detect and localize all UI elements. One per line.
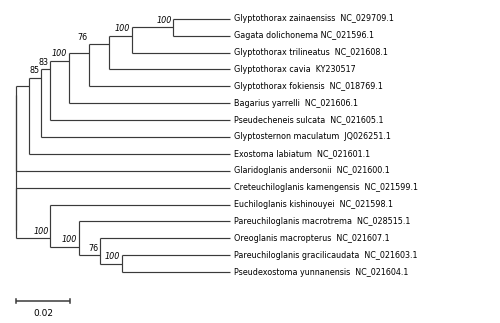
Text: 100: 100	[156, 16, 172, 25]
Text: Exostoma labiatum  NC_021601.1: Exostoma labiatum NC_021601.1	[234, 149, 370, 158]
Text: Pseudecheneis sulcata  NC_021605.1: Pseudecheneis sulcata NC_021605.1	[234, 116, 384, 125]
Text: 76: 76	[77, 33, 87, 42]
Text: 100: 100	[62, 235, 77, 244]
Text: 100: 100	[105, 252, 120, 261]
Text: Gagata dolichonema NC_021596.1: Gagata dolichonema NC_021596.1	[234, 31, 374, 40]
Text: Bagarius yarrelli  NC_021606.1: Bagarius yarrelli NC_021606.1	[234, 99, 358, 108]
Text: Glaridoglanis andersonii  NC_021600.1: Glaridoglanis andersonii NC_021600.1	[234, 166, 390, 175]
Text: Glyptothorax fokiensis  NC_018769.1: Glyptothorax fokiensis NC_018769.1	[234, 82, 383, 91]
Text: 76: 76	[89, 244, 99, 253]
Text: Glyptosternon maculatum  JQ026251.1: Glyptosternon maculatum JQ026251.1	[234, 132, 391, 141]
Text: Pseudexostoma yunnanensis  NC_021604.1: Pseudexostoma yunnanensis NC_021604.1	[234, 267, 408, 276]
Text: Creteuchiloglanis kamengensis  NC_021599.1: Creteuchiloglanis kamengensis NC_021599.…	[234, 183, 418, 192]
Text: 83: 83	[38, 58, 48, 67]
Text: Glyptothorax cavia  KY230517: Glyptothorax cavia KY230517	[234, 65, 356, 74]
Text: 100: 100	[52, 49, 68, 58]
Text: 85: 85	[30, 66, 40, 75]
Text: 0.02: 0.02	[34, 309, 54, 318]
Text: Pareuchiloglanis macrotrema  NC_028515.1: Pareuchiloglanis macrotrema NC_028515.1	[234, 217, 410, 226]
Text: 100: 100	[114, 24, 130, 33]
Text: Pareuchiloglanis gracilicaudata  NC_021603.1: Pareuchiloglanis gracilicaudata NC_02160…	[234, 251, 418, 260]
Text: Oreoglanis macropterus  NC_021607.1: Oreoglanis macropterus NC_021607.1	[234, 234, 390, 243]
Text: Euchiloglanis kishinouyei  NC_021598.1: Euchiloglanis kishinouyei NC_021598.1	[234, 200, 393, 209]
Text: Glyptothorax trilineatus  NC_021608.1: Glyptothorax trilineatus NC_021608.1	[234, 48, 388, 57]
Text: Glyptothorax zainaensiss  NC_029709.1: Glyptothorax zainaensiss NC_029709.1	[234, 14, 394, 23]
Text: 100: 100	[33, 227, 48, 236]
